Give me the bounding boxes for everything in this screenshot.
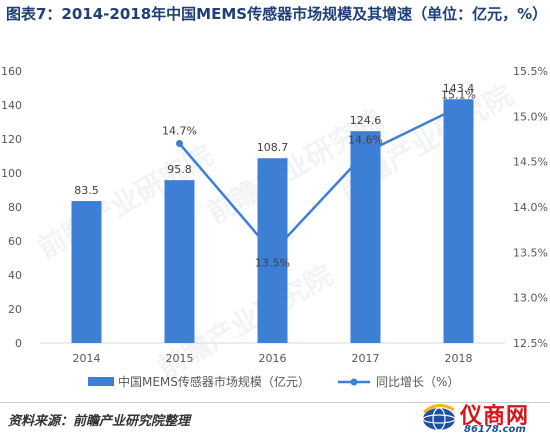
legend-swatch-bar [88, 377, 114, 386]
bar-value-label: 108.7 [257, 141, 289, 154]
line-point [269, 248, 276, 256]
y-left-tick-label: 140 [1, 99, 22, 112]
y-left-tick-label: 0 [15, 337, 22, 350]
axes: 0 20 40 60 80 100 120 140 160 12.5% 13.0% 13.5% 14.0… [1, 65, 548, 365]
x-tick-label: 2014 [73, 352, 101, 365]
line-value-label: 14.7% [162, 125, 197, 138]
x-tick-label: 2018 [445, 352, 473, 365]
y-right-tick-label: 14.5% [513, 156, 548, 169]
bar-value-label: 95.8 [167, 163, 192, 176]
x-tick-label: 2017 [352, 352, 380, 365]
y-right-tick-label: 12.5% [513, 337, 548, 350]
y-left-tick-label: 20 [8, 303, 22, 316]
bar [164, 180, 195, 343]
line-series [176, 103, 462, 256]
y-right-tick-label: 13.5% [513, 246, 548, 259]
bar [71, 201, 102, 343]
bar-value-label: 143.4 [443, 82, 475, 95]
line-value-label: 15.1% [441, 88, 476, 101]
x-tick-label: 2015 [166, 352, 194, 365]
y-right-tick-label: 14.0% [513, 201, 548, 214]
brand-logo[interactable]: 仪商网 86178.com [420, 398, 544, 436]
line-point [176, 140, 183, 148]
brand-name: 仪商网 [460, 404, 530, 429]
source-note: 资料来源：前瞻产业研究院整理 [8, 414, 191, 429]
x-tick-label: 2016 [259, 352, 287, 365]
y-right-tick-label: 13.0% [513, 292, 548, 305]
legend-swatch-marker [350, 378, 358, 386]
line-value-label: 13.5% [255, 256, 290, 269]
y-left-tick-label: 100 [1, 167, 22, 180]
bar [350, 131, 381, 343]
brand-globe-icon [422, 404, 456, 431]
y-right-tick-label: 15.0% [513, 110, 548, 123]
line-point [455, 103, 462, 111]
bar [443, 99, 474, 343]
brand-url: 86178.com [464, 424, 526, 435]
legend-label-line: 同比增长（%） [376, 375, 459, 389]
growth-line [178, 106, 460, 254]
line-point [362, 149, 369, 157]
bar-value-label: 124.6 [350, 114, 382, 127]
chart-title: 图表7：2014-2018年中国MEMS传感器市场规模及其增速（单位：亿元，%） [6, 5, 548, 23]
legend-label-bar: 中国MEMS传感器市场规模（亿元） [118, 374, 310, 389]
bar-value-label: 83.5 [74, 184, 99, 197]
footer-divider [0, 402, 550, 403]
legend: 中国MEMS传感器市场规模（亿元） 同比增长（%） [88, 374, 459, 389]
y-left-tick-label: 40 [8, 269, 22, 282]
y-left-tick-label: 60 [8, 235, 22, 248]
y-left-tick-label: 120 [1, 133, 22, 146]
data-labels: 83.5 95.8 108.7 124.6 143.4 14.7% 13.5% 14.6% 15… [74, 82, 476, 269]
y-left-tick-label: 160 [1, 65, 22, 78]
y-left-tick-label: 80 [8, 201, 22, 214]
bar-series [71, 99, 474, 343]
y-right-tick-label: 15.5% [513, 65, 548, 78]
line-value-label: 14.6% [348, 134, 383, 147]
